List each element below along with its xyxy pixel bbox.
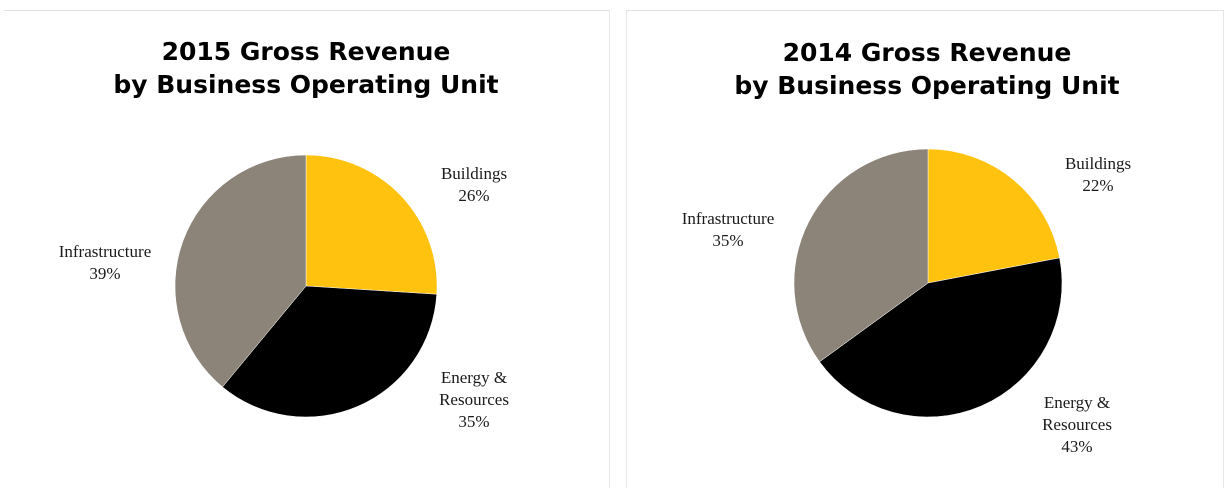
slice-label-resources: Resources	[1042, 415, 1112, 434]
slice-value-infrastructure: 39%	[89, 264, 120, 283]
slice-value-energy: 43%	[1061, 437, 1092, 456]
chart-title-line-2: by Business Operating Unit	[734, 71, 1119, 100]
pie-slices	[793, 148, 1063, 418]
chart-panel-2014: 2014 Gross Revenue by Business Operating…	[626, 10, 1224, 488]
pie-slice-energy-resources	[819, 257, 1063, 418]
slice-label-infrastructure: Infrastructure	[682, 209, 775, 228]
slice-value-buildings: 22%	[1082, 176, 1113, 195]
pie-chart-2014: 2014 Gross Revenue by Business Operating…	[682, 38, 1131, 456]
chart-title-line-1: 2014 Gross Revenue	[783, 38, 1072, 67]
pie-slice-infrastructure	[793, 148, 929, 363]
chart-title-line-1: 2015 Gross Revenue	[162, 37, 451, 66]
slice-label-buildings: Buildings	[441, 164, 507, 183]
slice-label-infrastructure: Infrastructure	[59, 242, 152, 261]
pie-slice-energy-resources	[222, 285, 438, 418]
slice-label-resources: Resources	[439, 390, 509, 409]
slice-value-infrastructure: 35%	[712, 231, 743, 250]
slice-label-energy: Energy &	[1044, 393, 1110, 412]
slice-value-buildings: 26%	[458, 186, 489, 205]
chart-panel-2015: 2015 Gross Revenue by Business Operating…	[4, 10, 610, 488]
chart-title-line-2: by Business Operating Unit	[113, 70, 498, 99]
slice-value-energy: 35%	[458, 412, 489, 431]
slice-label-energy: Energy &	[441, 368, 507, 387]
pie-slices	[174, 154, 438, 418]
pie-slice-buildings	[927, 148, 1060, 284]
pie-slice-infrastructure	[174, 154, 307, 388]
pie-slice-buildings	[305, 154, 438, 295]
pie-chart-2015: 2015 Gross Revenue by Business Operating…	[59, 37, 509, 431]
slice-label-buildings: Buildings	[1065, 154, 1131, 173]
